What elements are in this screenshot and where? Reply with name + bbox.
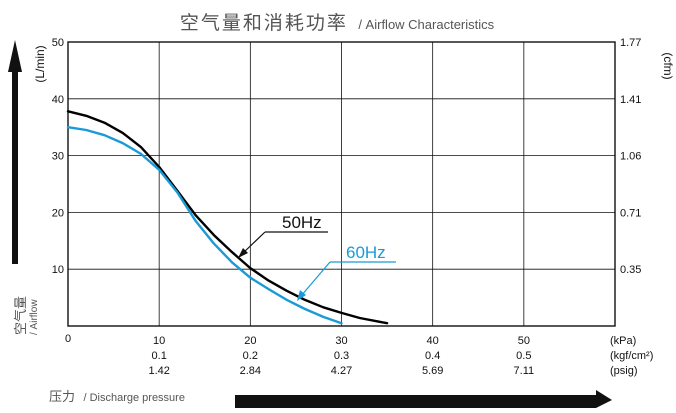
series-line-50hz bbox=[66, 110, 389, 325]
y-axis-label: 空气量 / Airflow bbox=[13, 293, 40, 335]
x-tick-kgf-50: 0.5 bbox=[516, 350, 531, 362]
y-right-tick-1.41: 1.41 bbox=[620, 94, 641, 106]
chart-title-sub: / Airflow Characteristics bbox=[358, 17, 494, 32]
chart-title-main: 空气量和消耗功率 bbox=[180, 12, 348, 34]
y-right-tick-labels: 0.35 0.71 1.06 1.41 1.77 bbox=[620, 37, 641, 276]
y-left-tick-10: 10 bbox=[52, 264, 64, 276]
y-left-unit: (L/min) bbox=[33, 45, 47, 82]
leader-50hz-arrowhead bbox=[238, 248, 248, 258]
leader-60hz-arrowhead bbox=[297, 290, 306, 301]
x-tick-kgf-40: 0.4 bbox=[425, 350, 440, 362]
x-tick-psig-30: 4.27 bbox=[331, 365, 352, 377]
grid bbox=[68, 42, 615, 326]
y-left-tick-40: 40 bbox=[52, 94, 64, 106]
x-tick-kgf-30: 0.3 bbox=[334, 350, 349, 362]
leader-60hz-diag bbox=[300, 261, 331, 297]
x-tick-psig-20: 2.84 bbox=[240, 365, 261, 377]
annotation-60hz: 60Hz bbox=[297, 243, 396, 301]
y-left-tick-50: 50 bbox=[52, 37, 64, 49]
x-axis-label: 压力 / Discharge pressure bbox=[49, 388, 185, 405]
x-tick-psig-40: 5.69 bbox=[422, 365, 443, 377]
x-tick-kpa-20: 20 bbox=[244, 335, 256, 347]
y-left-tick-labels: 10 20 30 40 50 bbox=[52, 37, 64, 276]
x-tick-kpa-10: 10 bbox=[153, 335, 165, 347]
y-axis-label-main: 空气量 bbox=[13, 296, 28, 335]
series-line-60hz bbox=[66, 126, 343, 325]
annotation-50hz-text: 50Hz bbox=[282, 213, 322, 232]
x-unit-psig: (psig) bbox=[610, 365, 638, 377]
y-right-tick-1.77: 1.77 bbox=[620, 37, 641, 49]
series-layer bbox=[66, 110, 389, 325]
x-tick-psig-10: 1.42 bbox=[148, 365, 169, 377]
chart-title: 空气量和消耗功率 / Airflow Characteristics bbox=[180, 12, 495, 34]
x-axis-label-sub: / Discharge pressure bbox=[83, 392, 185, 404]
x-tick-kpa-30: 30 bbox=[335, 335, 347, 347]
x-tick-labels: 10 0.1 1.42 20 0.2 2.84 30 0.3 4.27 40 0.4 5.69 50 0.… bbox=[148, 335, 534, 377]
x-unit-kgf: (kgf/cm²) bbox=[610, 350, 653, 362]
y-left-tick-30: 30 bbox=[52, 151, 64, 163]
x-unit-kpa: (kPa) bbox=[610, 335, 636, 347]
annotation-50hz: 50Hz bbox=[238, 213, 328, 258]
y-right-tick-1.06: 1.06 bbox=[620, 151, 641, 163]
origin-label: 0 bbox=[65, 333, 71, 345]
y-right-unit: (cfm) bbox=[661, 52, 675, 79]
x-tick-kgf-10: 0.1 bbox=[152, 350, 167, 362]
x-tick-kpa-50: 50 bbox=[518, 335, 530, 347]
x-axis-label-main: 压力 bbox=[49, 389, 75, 404]
y-left-tick-20: 20 bbox=[52, 207, 64, 219]
y-axis-arrow bbox=[8, 40, 22, 264]
x-tick-psig-50: 7.11 bbox=[514, 365, 535, 377]
annotation-60hz-text: 60Hz bbox=[346, 243, 386, 262]
y-right-tick-0.71: 0.71 bbox=[620, 207, 641, 219]
y-right-tick-0.35: 0.35 bbox=[620, 264, 641, 276]
plot-frame bbox=[67, 41, 616, 327]
leader-50hz-diag bbox=[242, 231, 266, 254]
x-axis-arrow bbox=[235, 390, 612, 408]
y-axis-label-sub: / Airflow bbox=[29, 299, 40, 335]
x-tick-kpa-40: 40 bbox=[427, 335, 439, 347]
x-tick-kgf-20: 0.2 bbox=[243, 350, 258, 362]
